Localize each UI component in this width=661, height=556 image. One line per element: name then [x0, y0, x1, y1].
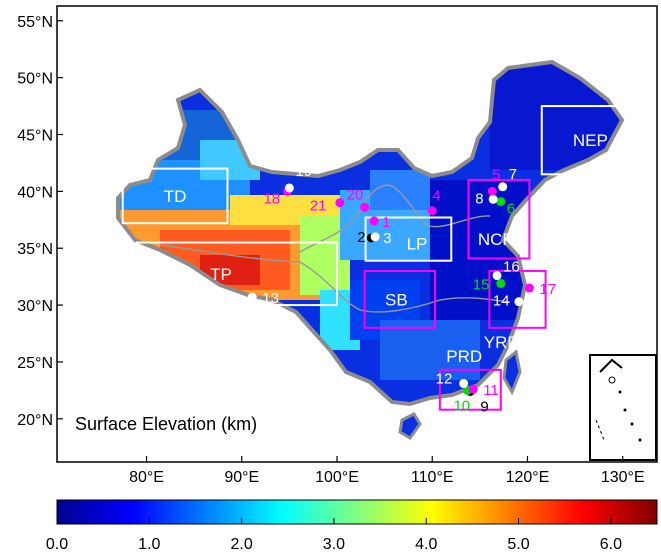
lon-tick-label: 110°E: [411, 469, 454, 486]
site-marker-12: [459, 379, 469, 389]
lon-tick-label: 130°E: [601, 469, 645, 486]
site-label-5: 5: [492, 166, 500, 183]
region-label-tp: TP: [210, 265, 232, 284]
lat-tick-label: 45°N: [17, 127, 53, 144]
site-marker-13: [247, 292, 257, 302]
site-marker-1: [369, 216, 379, 226]
site-label-9: 9: [480, 398, 488, 415]
site-label-13: 13: [262, 290, 279, 307]
lon-tick-label: 120°E: [506, 469, 550, 486]
china-border: [116, 59, 625, 407]
region-label-lp: LP: [407, 234, 428, 253]
hainan-island: [398, 412, 422, 440]
region-label-ncp: NCP: [478, 230, 514, 249]
region-label-nep: NEP: [573, 131, 608, 150]
site-marker-19: [284, 183, 294, 193]
colorbar-tick-label: 0.0: [46, 536, 68, 553]
region-label-yrd: YRD: [484, 333, 520, 352]
region-box-nep: [540, 105, 640, 176]
lat-tick-label: 20°N: [17, 412, 53, 429]
site-label-19: 19: [295, 163, 312, 180]
region-box-tp: [136, 241, 338, 307]
lon-tick-label: 80°E: [129, 469, 164, 486]
site-marker-5: [487, 186, 497, 196]
colorbar-tick-label: 6.0: [600, 536, 622, 553]
region-box-ncp: [467, 178, 531, 260]
colorbar-tick-label: 4.0: [415, 536, 437, 553]
lat-tick-label: 55°N: [17, 14, 53, 31]
yellow-river: [299, 184, 491, 253]
site-label-21: 21: [310, 198, 327, 215]
region-label-prd: PRD: [446, 347, 482, 366]
region-label-sb: SB: [385, 290, 408, 309]
site-marker-15: [496, 278, 506, 288]
region-box-lp: [364, 216, 453, 262]
site-label-1: 1: [382, 214, 390, 231]
site-label-15: 15: [473, 276, 490, 293]
region-box-prd: [438, 368, 502, 411]
colorbar-tick-label: 3.0: [323, 536, 345, 553]
lat-tick-label: 50°N: [17, 71, 53, 88]
latitude-ticks: 55°N 50°N 45°N 40°N 35°N 30°N 25°N 20°N: [17, 14, 63, 429]
site-label-16: 16: [503, 259, 520, 276]
region-box-td: [121, 167, 229, 225]
taiwan-island: [502, 349, 522, 396]
site-marker-14: [514, 297, 524, 307]
lat-tick-label: 30°N: [17, 298, 53, 315]
colorbar-ticks: 0.0 1.0 2.0 3.0 4.0 5.0 6.0: [46, 518, 622, 553]
site-label-17: 17: [539, 281, 556, 298]
site-marker-3: [370, 232, 380, 242]
region-box-sb: [363, 269, 437, 329]
site-marker-21: [335, 198, 345, 208]
site-label-12: 12: [436, 371, 453, 388]
lon-tick-label: 90°E: [224, 469, 259, 486]
site-label-3: 3: [383, 230, 391, 247]
site-label-4: 4: [432, 188, 440, 205]
site-marker-6: [496, 197, 506, 207]
longitude-ticks: 80°E 90°E 100°E 110°E 120°E 130°E: [129, 456, 645, 486]
site-label-18: 18: [263, 190, 280, 207]
site-marker-4: [427, 206, 437, 216]
site-marker-17: [524, 283, 534, 293]
south-china-sea-inset: [589, 354, 657, 461]
colorbar-tick-label: 2.0: [230, 536, 252, 553]
site-label-10: 10: [453, 397, 470, 414]
lat-tick-label: 40°N: [17, 184, 53, 201]
region-box-yrd: [488, 269, 547, 329]
site-label-8: 8: [475, 190, 483, 207]
region-label-td: TD: [164, 187, 187, 206]
site-label-2: 2: [357, 229, 365, 246]
lat-tick-label: 25°N: [17, 355, 53, 372]
site-label-20: 20: [347, 186, 364, 203]
lon-tick-label: 100°E: [315, 469, 359, 486]
site-marker-16: [492, 271, 502, 281]
colorbar: [56, 499, 658, 525]
colorbar-tick-label: 1.0: [138, 536, 160, 553]
site-label-14: 14: [493, 293, 510, 310]
lat-tick-label: 35°N: [17, 241, 53, 258]
site-marker-11: [468, 384, 478, 394]
site-label-7: 7: [509, 166, 517, 183]
site-label-11: 11: [483, 382, 499, 399]
site-marker-20: [360, 202, 370, 212]
site-label-6: 6: [507, 201, 515, 218]
site-marker-7: [498, 182, 508, 192]
colorbar-tick-label: 5.0: [507, 536, 529, 553]
site-marker-8: [488, 194, 498, 204]
map-title: Surface Elevation (km): [75, 414, 257, 434]
yangtze-river: [159, 244, 511, 313]
